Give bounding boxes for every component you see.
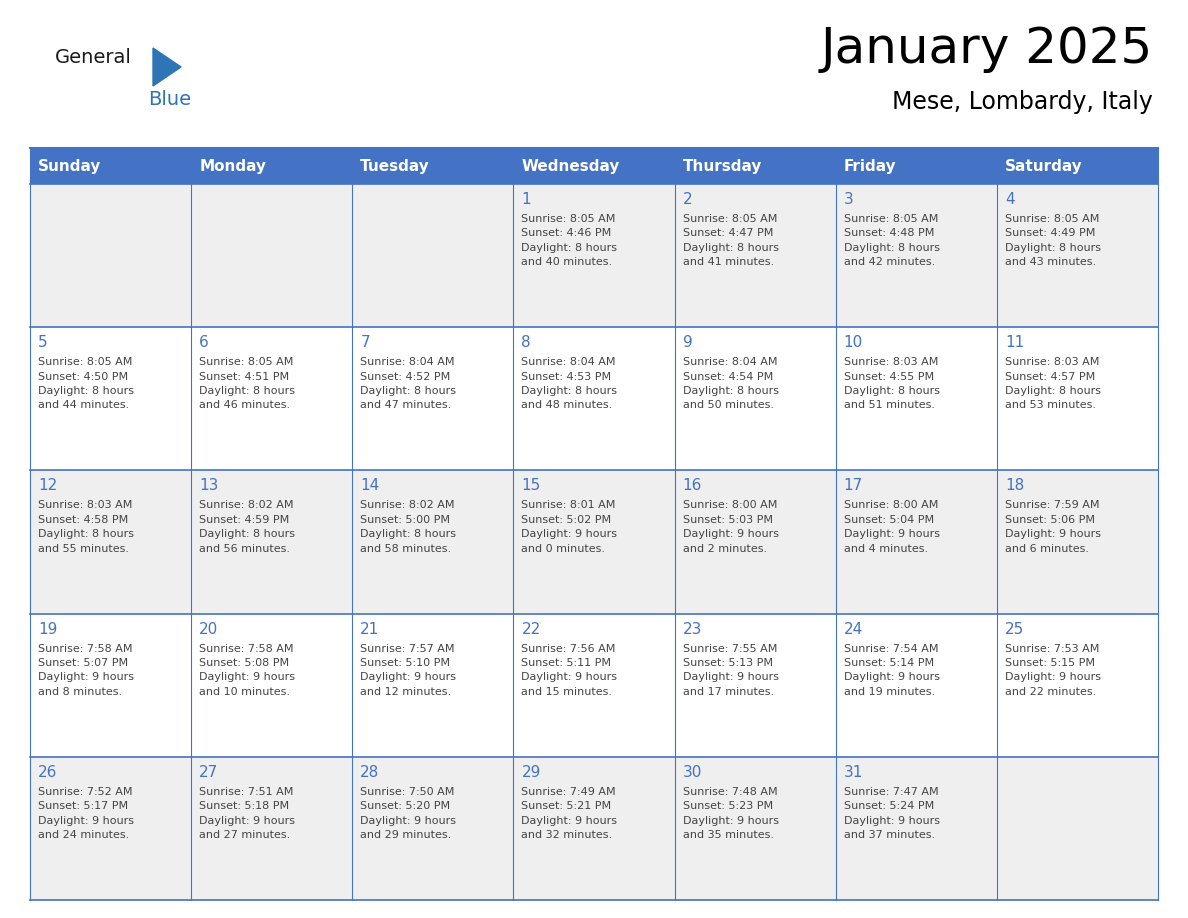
Text: Sunrise: 8:04 AM
Sunset: 4:53 PM
Daylight: 8 hours
and 48 minutes.: Sunrise: 8:04 AM Sunset: 4:53 PM Dayligh… xyxy=(522,357,618,410)
Text: 8: 8 xyxy=(522,335,531,350)
Text: 27: 27 xyxy=(200,765,219,779)
Text: Blue: Blue xyxy=(148,90,191,109)
Text: 29: 29 xyxy=(522,765,541,779)
Text: Sunrise: 8:02 AM
Sunset: 4:59 PM
Daylight: 8 hours
and 56 minutes.: Sunrise: 8:02 AM Sunset: 4:59 PM Dayligh… xyxy=(200,500,295,554)
Text: 3: 3 xyxy=(843,192,853,207)
Text: 26: 26 xyxy=(38,765,57,779)
Text: 16: 16 xyxy=(683,478,702,493)
Text: Sunrise: 8:00 AM
Sunset: 5:03 PM
Daylight: 9 hours
and 2 minutes.: Sunrise: 8:00 AM Sunset: 5:03 PM Dayligh… xyxy=(683,500,778,554)
Text: Saturday: Saturday xyxy=(1005,159,1082,174)
Text: Sunrise: 7:56 AM
Sunset: 5:11 PM
Daylight: 9 hours
and 15 minutes.: Sunrise: 7:56 AM Sunset: 5:11 PM Dayligh… xyxy=(522,644,618,697)
Text: Sunrise: 8:04 AM
Sunset: 4:52 PM
Daylight: 8 hours
and 47 minutes.: Sunrise: 8:04 AM Sunset: 4:52 PM Dayligh… xyxy=(360,357,456,410)
Text: 20: 20 xyxy=(200,621,219,636)
Bar xyxy=(30,613,1158,756)
Text: 30: 30 xyxy=(683,765,702,779)
Text: Wednesday: Wednesday xyxy=(522,159,620,174)
Text: Sunrise: 8:03 AM
Sunset: 4:55 PM
Daylight: 8 hours
and 51 minutes.: Sunrise: 8:03 AM Sunset: 4:55 PM Dayligh… xyxy=(843,357,940,410)
Text: Sunrise: 8:05 AM
Sunset: 4:47 PM
Daylight: 8 hours
and 41 minutes.: Sunrise: 8:05 AM Sunset: 4:47 PM Dayligh… xyxy=(683,214,778,267)
Text: Tuesday: Tuesday xyxy=(360,159,430,174)
Text: 13: 13 xyxy=(200,478,219,493)
Text: 2: 2 xyxy=(683,192,693,207)
Text: Sunrise: 7:58 AM
Sunset: 5:07 PM
Daylight: 9 hours
and 8 minutes.: Sunrise: 7:58 AM Sunset: 5:07 PM Dayligh… xyxy=(38,644,134,697)
Text: 21: 21 xyxy=(360,621,379,636)
Text: 23: 23 xyxy=(683,621,702,636)
Text: 9: 9 xyxy=(683,335,693,350)
Text: Sunrise: 8:05 AM
Sunset: 4:48 PM
Daylight: 8 hours
and 42 minutes.: Sunrise: 8:05 AM Sunset: 4:48 PM Dayligh… xyxy=(843,214,940,267)
Text: 6: 6 xyxy=(200,335,209,350)
Text: Monday: Monday xyxy=(200,159,266,174)
Text: 24: 24 xyxy=(843,621,862,636)
Text: Sunrise: 7:53 AM
Sunset: 5:15 PM
Daylight: 9 hours
and 22 minutes.: Sunrise: 7:53 AM Sunset: 5:15 PM Dayligh… xyxy=(1005,644,1101,697)
Text: Friday: Friday xyxy=(843,159,896,174)
Text: Sunrise: 7:59 AM
Sunset: 5:06 PM
Daylight: 9 hours
and 6 minutes.: Sunrise: 7:59 AM Sunset: 5:06 PM Dayligh… xyxy=(1005,500,1101,554)
Text: 7: 7 xyxy=(360,335,369,350)
Text: Sunrise: 8:05 AM
Sunset: 4:46 PM
Daylight: 8 hours
and 40 minutes.: Sunrise: 8:05 AM Sunset: 4:46 PM Dayligh… xyxy=(522,214,618,267)
Bar xyxy=(30,756,1158,900)
Bar xyxy=(30,327,1158,470)
Polygon shape xyxy=(153,48,181,86)
Text: 14: 14 xyxy=(360,478,379,493)
Text: Sunrise: 8:00 AM
Sunset: 5:04 PM
Daylight: 9 hours
and 4 minutes.: Sunrise: 8:00 AM Sunset: 5:04 PM Dayligh… xyxy=(843,500,940,554)
Text: Sunrise: 8:05 AM
Sunset: 4:49 PM
Daylight: 8 hours
and 43 minutes.: Sunrise: 8:05 AM Sunset: 4:49 PM Dayligh… xyxy=(1005,214,1101,267)
Text: 31: 31 xyxy=(843,765,864,779)
Text: 10: 10 xyxy=(843,335,862,350)
Bar xyxy=(30,184,1158,327)
Text: 11: 11 xyxy=(1005,335,1024,350)
Text: Sunrise: 8:03 AM
Sunset: 4:57 PM
Daylight: 8 hours
and 53 minutes.: Sunrise: 8:03 AM Sunset: 4:57 PM Dayligh… xyxy=(1005,357,1101,410)
Text: Sunrise: 7:48 AM
Sunset: 5:23 PM
Daylight: 9 hours
and 35 minutes.: Sunrise: 7:48 AM Sunset: 5:23 PM Dayligh… xyxy=(683,787,778,840)
Text: Sunrise: 7:49 AM
Sunset: 5:21 PM
Daylight: 9 hours
and 32 minutes.: Sunrise: 7:49 AM Sunset: 5:21 PM Dayligh… xyxy=(522,787,618,840)
Text: General: General xyxy=(55,48,132,67)
Text: Thursday: Thursday xyxy=(683,159,762,174)
Text: 22: 22 xyxy=(522,621,541,636)
Text: Sunrise: 8:01 AM
Sunset: 5:02 PM
Daylight: 9 hours
and 0 minutes.: Sunrise: 8:01 AM Sunset: 5:02 PM Dayligh… xyxy=(522,500,618,554)
Text: 17: 17 xyxy=(843,478,862,493)
Text: Sunrise: 7:47 AM
Sunset: 5:24 PM
Daylight: 9 hours
and 37 minutes.: Sunrise: 7:47 AM Sunset: 5:24 PM Dayligh… xyxy=(843,787,940,840)
Text: Sunrise: 7:58 AM
Sunset: 5:08 PM
Daylight: 9 hours
and 10 minutes.: Sunrise: 7:58 AM Sunset: 5:08 PM Dayligh… xyxy=(200,644,295,697)
Text: Sunrise: 8:05 AM
Sunset: 4:51 PM
Daylight: 8 hours
and 46 minutes.: Sunrise: 8:05 AM Sunset: 4:51 PM Dayligh… xyxy=(200,357,295,410)
Text: Sunrise: 8:05 AM
Sunset: 4:50 PM
Daylight: 8 hours
and 44 minutes.: Sunrise: 8:05 AM Sunset: 4:50 PM Dayligh… xyxy=(38,357,134,410)
Text: Sunrise: 8:03 AM
Sunset: 4:58 PM
Daylight: 8 hours
and 55 minutes.: Sunrise: 8:03 AM Sunset: 4:58 PM Dayligh… xyxy=(38,500,134,554)
Bar xyxy=(30,148,1158,184)
Text: 4: 4 xyxy=(1005,192,1015,207)
Bar xyxy=(30,470,1158,613)
Text: Sunrise: 7:55 AM
Sunset: 5:13 PM
Daylight: 9 hours
and 17 minutes.: Sunrise: 7:55 AM Sunset: 5:13 PM Dayligh… xyxy=(683,644,778,697)
Text: Sunrise: 7:57 AM
Sunset: 5:10 PM
Daylight: 9 hours
and 12 minutes.: Sunrise: 7:57 AM Sunset: 5:10 PM Dayligh… xyxy=(360,644,456,697)
Text: Sunrise: 7:54 AM
Sunset: 5:14 PM
Daylight: 9 hours
and 19 minutes.: Sunrise: 7:54 AM Sunset: 5:14 PM Dayligh… xyxy=(843,644,940,697)
Text: 18: 18 xyxy=(1005,478,1024,493)
Text: 12: 12 xyxy=(38,478,57,493)
Text: Sunrise: 7:51 AM
Sunset: 5:18 PM
Daylight: 9 hours
and 27 minutes.: Sunrise: 7:51 AM Sunset: 5:18 PM Dayligh… xyxy=(200,787,295,840)
Text: Sunrise: 7:52 AM
Sunset: 5:17 PM
Daylight: 9 hours
and 24 minutes.: Sunrise: 7:52 AM Sunset: 5:17 PM Dayligh… xyxy=(38,787,134,840)
Text: 1: 1 xyxy=(522,192,531,207)
Text: 5: 5 xyxy=(38,335,48,350)
Text: Sunrise: 7:50 AM
Sunset: 5:20 PM
Daylight: 9 hours
and 29 minutes.: Sunrise: 7:50 AM Sunset: 5:20 PM Dayligh… xyxy=(360,787,456,840)
Text: January 2025: January 2025 xyxy=(821,25,1154,73)
Text: Mese, Lombardy, Italy: Mese, Lombardy, Italy xyxy=(892,90,1154,114)
Text: 25: 25 xyxy=(1005,621,1024,636)
Text: 19: 19 xyxy=(38,621,57,636)
Text: Sunday: Sunday xyxy=(38,159,101,174)
Text: Sunrise: 8:02 AM
Sunset: 5:00 PM
Daylight: 8 hours
and 58 minutes.: Sunrise: 8:02 AM Sunset: 5:00 PM Dayligh… xyxy=(360,500,456,554)
Text: 15: 15 xyxy=(522,478,541,493)
Text: 28: 28 xyxy=(360,765,379,779)
Text: Sunrise: 8:04 AM
Sunset: 4:54 PM
Daylight: 8 hours
and 50 minutes.: Sunrise: 8:04 AM Sunset: 4:54 PM Dayligh… xyxy=(683,357,778,410)
